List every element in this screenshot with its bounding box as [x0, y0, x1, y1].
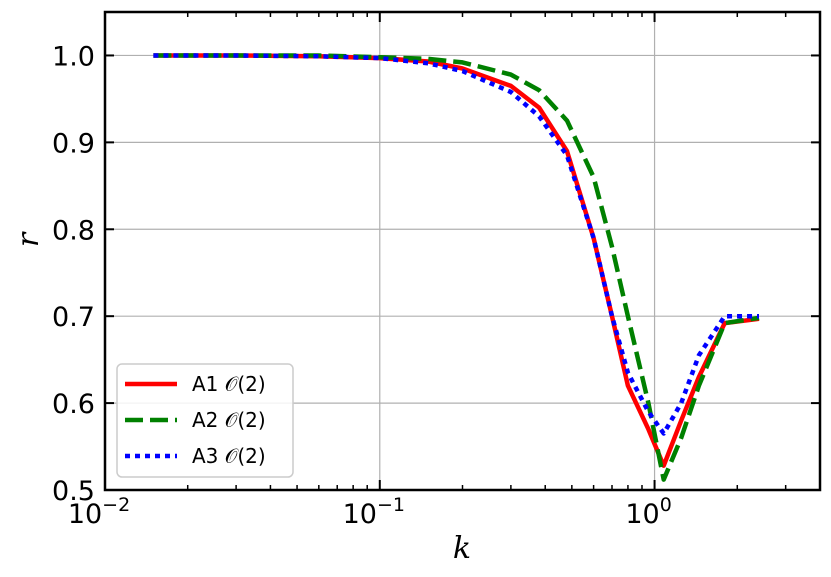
y-axis-label: r — [11, 231, 46, 247]
x-axis-label: k — [453, 531, 471, 566]
series-line-2 — [153, 53, 760, 482]
x-tick-label: 10−1 — [343, 494, 405, 530]
y-tick-label: 0.6 — [52, 389, 95, 420]
legend-label-3: A3 𝒪(2) — [192, 444, 266, 468]
y-tick-label: 0.7 — [52, 302, 95, 333]
y-tick-label: 0.5 — [52, 476, 95, 507]
series-line-3 — [153, 53, 759, 436]
y-tick-label: 0.9 — [52, 128, 95, 159]
series-group — [153, 53, 760, 482]
legend-box — [116, 363, 294, 478]
legend-label-2: A2 𝒪(2) — [192, 408, 266, 432]
x-tick-label: 100 — [625, 494, 671, 530]
x-tick-label: 10−2 — [68, 494, 130, 530]
legend: A1 𝒪(2) A2 𝒪(2) A3 𝒪(2) — [116, 363, 294, 478]
y-tick-label: 0.8 — [52, 215, 95, 246]
ticks — [104, 12, 821, 491]
tick-labels: 0.5 0.6 0.7 0.8 0.9 1.0 10−2 10−1 100 — [52, 41, 672, 530]
y-tick-label: 1.0 — [52, 41, 95, 72]
legend-label-1: A1 𝒪(2) — [192, 372, 266, 396]
